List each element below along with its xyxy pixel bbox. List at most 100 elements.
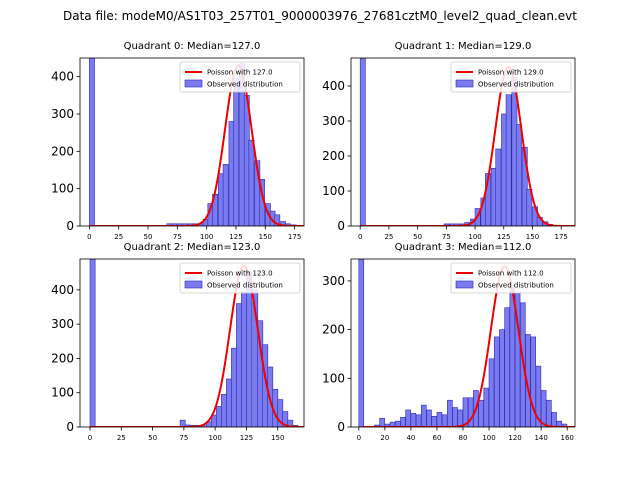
quadrant-2-axes-frame <box>79 258 305 428</box>
quadrant-3-bar-22 <box>483 387 490 427</box>
quadrant-3-ytick-label-0: 0 <box>337 420 345 434</box>
quadrant-2-bar-13 <box>241 291 247 427</box>
quadrant-2-ytick-label-0: 0 <box>66 420 74 434</box>
quadrant-3-legend: Poisson with 112.0 Observed distribution <box>450 262 572 294</box>
quadrant-1-xtick-label-1: 25 <box>384 233 393 241</box>
quadrant-3-bar-35 <box>551 412 557 427</box>
quadrant-1-xtick-label-2: 50 <box>413 233 422 241</box>
quadrant-0-xtick-label-5: 125 <box>229 233 242 241</box>
quadrant-1-poisson-line <box>360 65 575 226</box>
quadrant-3-bar-0 <box>358 259 365 427</box>
quadrant-0-bar-12 <box>222 164 229 226</box>
quadrant-3-bar-2 <box>379 417 385 427</box>
quadrant-3-bar-23 <box>488 358 495 427</box>
quadrant-2-xtick-label-0: 0 <box>88 434 92 442</box>
quadrant-0-panel: Quadrant 0: Median=127.0 Poisson with 12… <box>51 41 305 241</box>
quadrant-1-ytick-label-4: 400 <box>322 79 345 93</box>
quadrant-3-ytick-label-2: 200 <box>322 323 345 337</box>
quadrant-3-bar-15 <box>447 399 453 427</box>
quadrant-3-xtick-label-6: 120 <box>508 434 521 442</box>
quadrant-2-legend-box <box>179 262 301 294</box>
quadrant-1-bar-11 <box>495 148 502 226</box>
quadrant-3-poisson-line <box>361 265 575 427</box>
quadrant-0-ytick-label-0: 0 <box>66 219 74 233</box>
quadrant-2-legend-poisson: Poisson with 123.0 <box>207 270 273 278</box>
quadrant-3-bar-16 <box>452 407 458 427</box>
quadrant-2-bar-21 <box>282 411 289 427</box>
quadrant-2-bar-9 <box>221 394 227 427</box>
quadrant-0-xtick-label-0: 0 <box>87 233 91 241</box>
quadrant-2-poisson-line <box>90 264 304 427</box>
quadrant-0-axes-frame <box>79 57 305 227</box>
quadrant-3-bar-25 <box>499 329 505 427</box>
quadrant-2-bar-12 <box>236 303 242 427</box>
quadrant-3-panel: Quadrant 3: Median=112.0 Poisson with 11… <box>322 242 576 442</box>
quadrant-3-bar-17 <box>457 409 464 427</box>
quadrant-1-legend-bar-swatch <box>455 79 474 88</box>
quadrant-2-ytick-label-1: 100 <box>51 386 74 400</box>
quadrant-2-panel: Quadrant 2: Median=123.0 Poisson with 12… <box>51 242 305 442</box>
quadrant-0-xtick-label-6: 150 <box>259 233 272 241</box>
quadrant-3-bar-21 <box>478 399 484 427</box>
quadrant-3-bar-24 <box>493 336 500 427</box>
quadrant-0-poisson-line <box>89 64 304 226</box>
quadrant-0-bar-0 <box>89 58 95 226</box>
quadrant-2-legend-bar-swatch <box>184 280 203 289</box>
quadrant-3-xtick-label-4: 80 <box>459 434 468 442</box>
quadrant-0-bar-22 <box>274 214 281 226</box>
quadrant-3-bar-34 <box>546 399 552 427</box>
quadrant-0-ytick-label-2: 200 <box>51 144 74 158</box>
quadrant-1-legend-poisson: Poisson with 129.0 <box>478 69 544 77</box>
quadrant-0-bar-11 <box>218 173 224 226</box>
quadrant-0-xtick-label-7: 175 <box>288 233 301 241</box>
quadrant-3-xtick-label-1: 20 <box>380 434 389 442</box>
quadrant-2-bar-11 <box>231 347 237 427</box>
quadrant-3-legend-poisson: Poisson with 112.0 <box>478 270 544 278</box>
quadrant-3-xtick-label-7: 140 <box>534 434 547 442</box>
quadrant-3-bar-9 <box>415 414 422 427</box>
quadrant-0-bar-16 <box>243 95 250 226</box>
quadrant-1-xtick-label-7: 175 <box>555 233 568 241</box>
quadrant-2-ytick-label-2: 200 <box>51 351 74 365</box>
quadrant-1-xtick-label-6: 150 <box>526 233 539 241</box>
quadrant-0-ytick-label-1: 100 <box>51 182 74 196</box>
quadrant-0-legend-poisson: Poisson with 127.0 <box>207 69 273 77</box>
quadrant-2-ytick-label-4: 400 <box>51 283 74 297</box>
quadrant-1-legend-observed: Observed distribution <box>478 81 554 89</box>
quadrant-2-bar-22 <box>287 419 294 427</box>
quadrant-1-bar-17 <box>526 188 533 226</box>
quadrant-3-xtick-label-3: 60 <box>432 434 441 442</box>
quadrant-1-bar-13 <box>505 94 512 226</box>
quadrant-3-bar-6 <box>400 416 406 427</box>
quadrant-1-legend: Poisson with 129.0 Observed distribution <box>450 61 572 93</box>
quadrant-1-ytick-label-3: 300 <box>322 114 345 128</box>
quadrant-0-bar-17 <box>248 139 255 226</box>
quadrant-1-xtick-label-3: 75 <box>442 233 451 241</box>
quadrant-3-ytick-label-1: 100 <box>322 371 345 385</box>
quadrant-3-xtick-label-5: 100 <box>482 434 495 442</box>
quadrant-2-xtick-label-5: 125 <box>240 434 253 442</box>
quadrant-1-xtick-label-5: 125 <box>497 233 510 241</box>
quadrant-0-bar-13 <box>228 121 235 226</box>
quadrant-3-bar-13 <box>436 412 443 427</box>
quadrant-0-bar-14 <box>233 78 240 226</box>
quadrant-0-xtick-label-1: 25 <box>114 233 123 241</box>
quadrant-1-xtick-label-0: 0 <box>358 233 362 241</box>
quadrant-3-bar-7 <box>405 409 411 427</box>
quadrant-3-ytick-label-3: 300 <box>322 274 345 288</box>
quadrant-1-bar-15 <box>516 124 522 226</box>
quadrant-2-bar-1 <box>179 419 186 427</box>
quadrant-3-bar-8 <box>410 413 417 427</box>
quadrant-2-title: Quadrant 2: Median=123.0 <box>124 242 261 253</box>
quadrant-2-bar-0 <box>89 259 96 427</box>
quadrant-1-bar-0 <box>359 58 366 226</box>
quadrant-2-bar-14 <box>246 270 252 427</box>
quadrant-0-legend-box <box>179 61 301 93</box>
quadrant-2-xtick-label-2: 50 <box>148 434 157 442</box>
quadrant-0-legend: Poisson with 127.0 Observed distribution <box>179 61 301 93</box>
quadrant-3-legend-observed: Observed distribution <box>478 282 554 290</box>
quadrant-0-legend-bar-swatch <box>184 79 203 88</box>
quadrant-1-xtick-label-4: 100 <box>468 233 481 241</box>
quadrant-3-legend-box <box>450 262 572 294</box>
